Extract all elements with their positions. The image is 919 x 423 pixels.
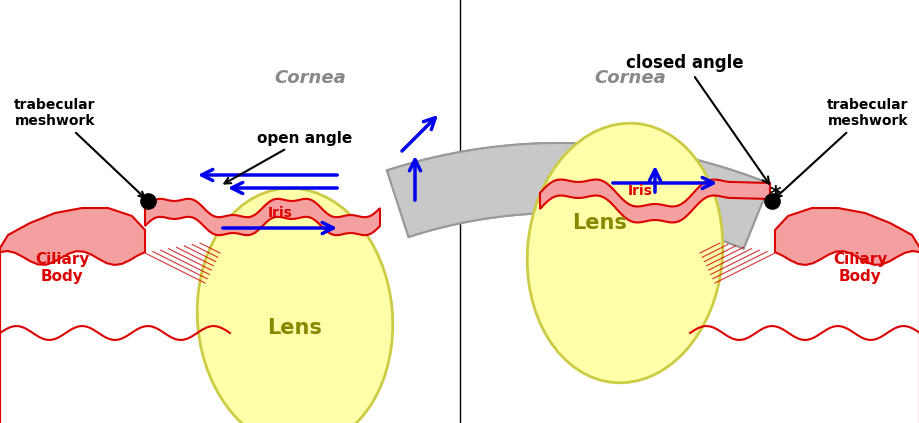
- Polygon shape: [387, 143, 769, 249]
- Ellipse shape: [527, 123, 722, 383]
- Text: Ciliary
Body: Ciliary Body: [832, 252, 886, 284]
- Polygon shape: [0, 208, 145, 423]
- Text: Iris: Iris: [627, 184, 652, 198]
- Text: Ciliary
Body: Ciliary Body: [35, 252, 89, 284]
- Polygon shape: [539, 179, 769, 222]
- Polygon shape: [387, 143, 769, 249]
- Text: Cornea: Cornea: [594, 69, 665, 87]
- Text: trabecular
meshwork: trabecular meshwork: [14, 98, 144, 198]
- Text: Lens: Lens: [267, 318, 322, 338]
- Text: trabecular
meshwork: trabecular meshwork: [775, 98, 908, 198]
- Text: Iris: Iris: [267, 206, 292, 220]
- Polygon shape: [145, 199, 380, 235]
- Ellipse shape: [197, 188, 392, 423]
- Text: open angle: open angle: [224, 131, 352, 184]
- Polygon shape: [774, 208, 919, 423]
- Text: *: *: [768, 185, 780, 205]
- Text: Cornea: Cornea: [274, 69, 346, 87]
- Text: closed angle: closed angle: [626, 54, 768, 184]
- Text: Lens: Lens: [572, 213, 627, 233]
